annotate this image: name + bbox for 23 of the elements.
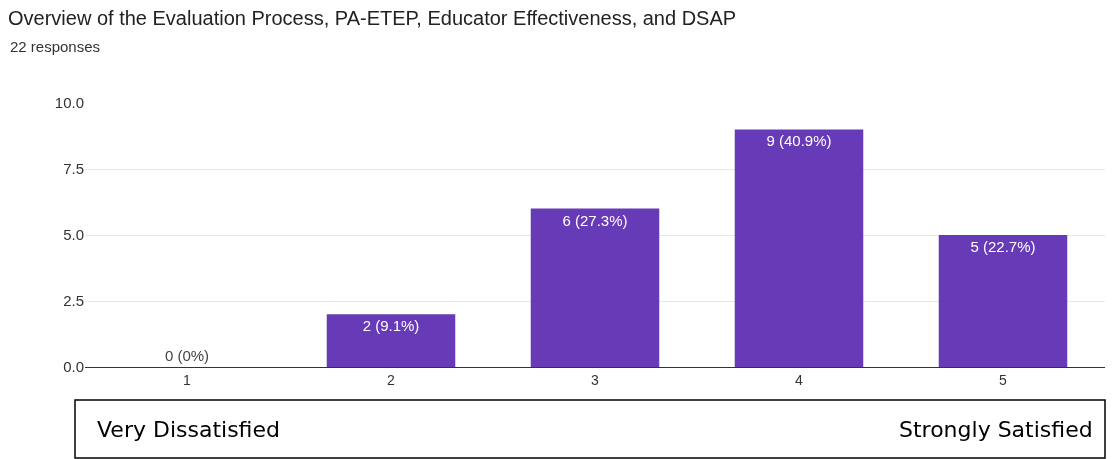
x-tick-label: 5 [999, 371, 1008, 388]
bar [938, 235, 1068, 367]
bar [326, 314, 456, 367]
x-tick-label: 4 [795, 371, 804, 388]
x-tick-label: 2 [387, 371, 396, 388]
data-label: 9 (40.9%) [766, 132, 832, 150]
y-tick-label: 0.0 [63, 358, 84, 376]
x-tick-label: 1 [183, 371, 192, 388]
y-tick-label: 10.0 [54, 94, 84, 112]
chart-subtitle: 22 responses [10, 38, 101, 55]
y-tick-label: 7.5 [63, 160, 84, 178]
bar [734, 129, 864, 367]
y-tick-label: 5.0 [63, 226, 84, 244]
chart-title: Overview of the Evaluation Process, PA-ETEP, Educator Effectiveness, and DSAP [8, 7, 737, 29]
x-tick-label: 3 [591, 371, 600, 388]
data-label: 2 (9.1%) [362, 317, 420, 335]
text: Strongly Satisfied [899, 417, 1093, 442]
data-label: 0 (0%) [164, 347, 210, 364]
data-label: 5 (22.7%) [970, 238, 1036, 255]
data-label: 6 (27.3%) [562, 211, 628, 229]
bar [530, 208, 660, 367]
y-tick-label: 2.5 [63, 292, 84, 310]
text: Very Dissatisfied [97, 417, 280, 442]
